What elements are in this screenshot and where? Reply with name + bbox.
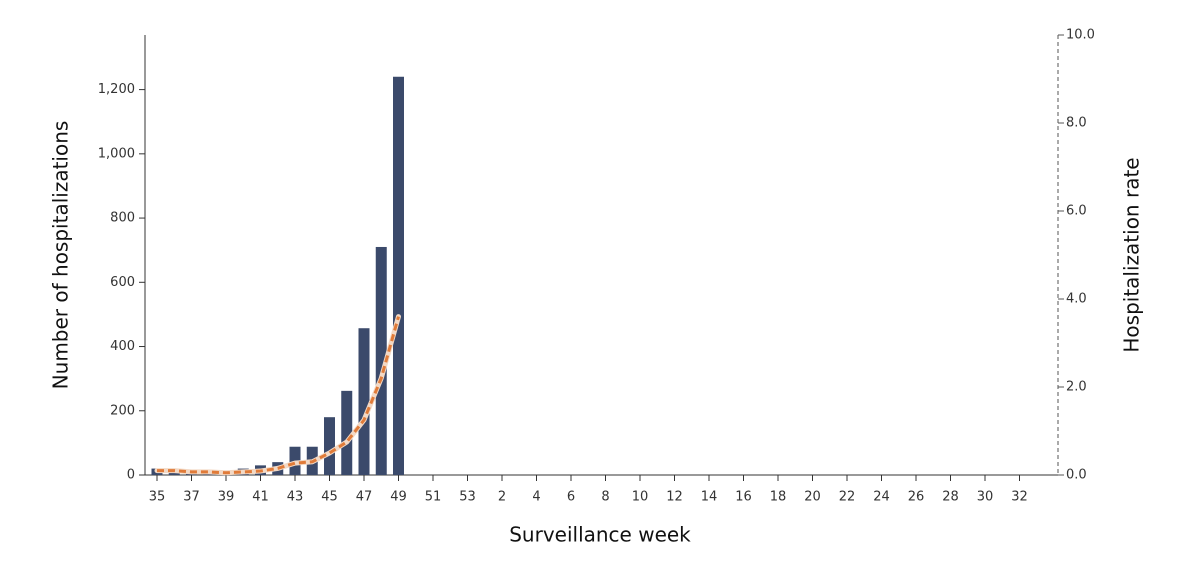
- x-tick-label: 32: [1011, 490, 1028, 505]
- x-tick-label: 45: [321, 490, 338, 505]
- y-tick-label: 200: [110, 403, 135, 418]
- x-tick-label: 4: [532, 490, 540, 505]
- x-tick-label: 24: [873, 490, 890, 505]
- y-tick-label: 600: [110, 275, 135, 290]
- y-tick-label: 0: [127, 468, 135, 483]
- y2-tick-label: 6.0: [1066, 204, 1087, 219]
- y-tick-label: 1,000: [98, 146, 135, 161]
- y-tick-label: 400: [110, 339, 135, 354]
- x-tick-label: 28: [942, 490, 959, 505]
- bar: [375, 246, 387, 475]
- x-tick-label: 47: [356, 490, 373, 505]
- line: [157, 316, 400, 475]
- x-tick-label: 39: [218, 490, 235, 505]
- x-tick-label: 26: [908, 490, 925, 505]
- x-tick-label: 37: [183, 490, 200, 505]
- bar: [341, 390, 353, 475]
- x-tick-label: 49: [390, 490, 407, 505]
- x-tick-label: 30: [977, 490, 994, 505]
- bar: [168, 471, 180, 475]
- x-tick-label: 16: [735, 490, 752, 505]
- y2-axis-label: Hospitalization rate: [1120, 157, 1144, 352]
- y2-tick-label: 0.0: [1066, 468, 1087, 483]
- x-axis-label: Surveillance week: [509, 523, 691, 547]
- x-tick-label: 35: [149, 490, 166, 505]
- y2-tick-label: 10.0: [1066, 28, 1095, 43]
- y2-tick-label: 2.0: [1066, 380, 1087, 395]
- y2-tick-label: 4.0: [1066, 292, 1087, 307]
- x-tick-label: 41: [252, 490, 269, 505]
- y-tick-label: 800: [110, 211, 135, 226]
- x-tick-label: 6: [567, 490, 575, 505]
- y-tick-label: 1,200: [98, 82, 135, 97]
- x-tick-label: 2: [498, 490, 506, 505]
- x-tick-label: 18: [770, 490, 787, 505]
- y-axis-label: Number of hospitalizations: [49, 121, 73, 390]
- bar: [393, 76, 404, 475]
- x-tick-label: 43: [287, 490, 304, 505]
- y2-tick-label: 8.0: [1066, 116, 1087, 131]
- x-tick-label: 20: [804, 490, 821, 505]
- x-tick-label: 10: [632, 490, 649, 505]
- x-tick-label: 51: [425, 490, 442, 505]
- x-tick-label: 8: [601, 490, 609, 505]
- x-tick-label: 12: [666, 490, 683, 505]
- x-tick-label: 22: [839, 490, 856, 505]
- bar: [358, 328, 370, 475]
- x-tick-label: 53: [459, 490, 476, 505]
- x-tick-label: 14: [701, 490, 718, 505]
- bar: [324, 417, 335, 475]
